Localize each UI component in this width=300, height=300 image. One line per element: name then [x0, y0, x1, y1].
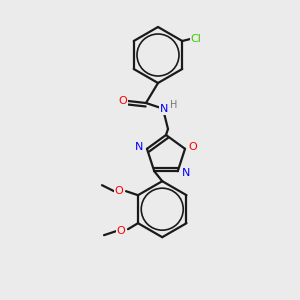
Text: N: N [182, 168, 190, 178]
Text: O: O [117, 226, 125, 236]
Text: N: N [160, 104, 168, 114]
Text: Cl: Cl [191, 34, 202, 44]
Text: N: N [135, 142, 143, 152]
Text: O: O [115, 186, 123, 196]
Text: O: O [189, 142, 197, 152]
Text: H: H [170, 100, 178, 110]
Text: O: O [118, 96, 127, 106]
